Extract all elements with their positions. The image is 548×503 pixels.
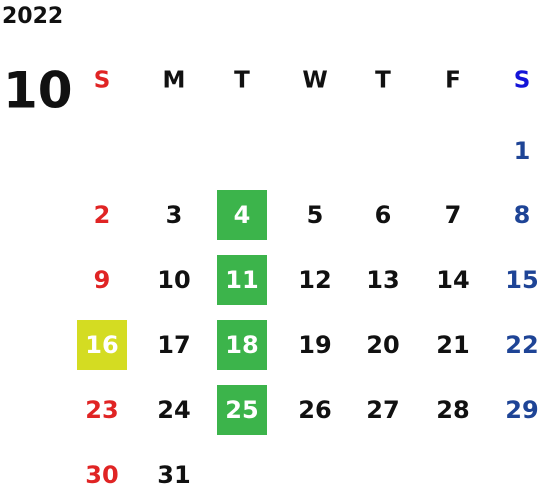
- month: 10: [3, 62, 73, 120]
- day-number: 9: [94, 266, 111, 294]
- weekday-header: S: [514, 68, 531, 94]
- day-number: 21: [436, 331, 469, 359]
- weekday-header: T: [234, 68, 250, 94]
- day-number: 12: [298, 266, 331, 294]
- day-number: 8: [514, 201, 531, 229]
- day-highlight: [77, 320, 127, 370]
- day-number: 13: [366, 266, 399, 294]
- day-number: 22: [505, 331, 538, 359]
- day-number: 20: [366, 331, 399, 359]
- year: 2022: [2, 4, 63, 29]
- day-number: 25: [225, 396, 258, 424]
- day-number: 19: [298, 331, 331, 359]
- day-number: 16: [85, 331, 118, 359]
- day-number: 31: [157, 461, 190, 489]
- weekday-header: T: [375, 68, 391, 94]
- weekday-header: F: [445, 68, 461, 94]
- day-number: 15: [505, 266, 538, 294]
- day-number: 14: [436, 266, 469, 294]
- day-number: 10: [157, 266, 190, 294]
- day-number: 27: [366, 396, 399, 424]
- weekday-header: W: [302, 68, 327, 94]
- day-number: 30: [85, 461, 118, 489]
- day-number: 29: [505, 396, 538, 424]
- day-number: 18: [225, 331, 258, 359]
- day-number: 7: [445, 201, 462, 229]
- day-number: 4: [234, 201, 251, 229]
- day-number: 2: [94, 201, 111, 229]
- day-highlight: [217, 190, 267, 240]
- day-number: 17: [157, 331, 190, 359]
- weekday-header: S: [94, 68, 111, 94]
- day-number: 11: [225, 266, 258, 294]
- day-number: 5: [307, 201, 324, 229]
- day-number: 26: [298, 396, 331, 424]
- weekday-header: M: [163, 68, 186, 94]
- day-highlight: [217, 320, 267, 370]
- day-highlight: [217, 255, 267, 305]
- day-number: 1: [514, 137, 531, 165]
- day-number: 24: [157, 396, 190, 424]
- day-highlight: [217, 385, 267, 435]
- day-number: 3: [166, 201, 183, 229]
- day-number: 28: [436, 396, 469, 424]
- day-number: 23: [85, 396, 118, 424]
- day-number: 6: [375, 201, 392, 229]
